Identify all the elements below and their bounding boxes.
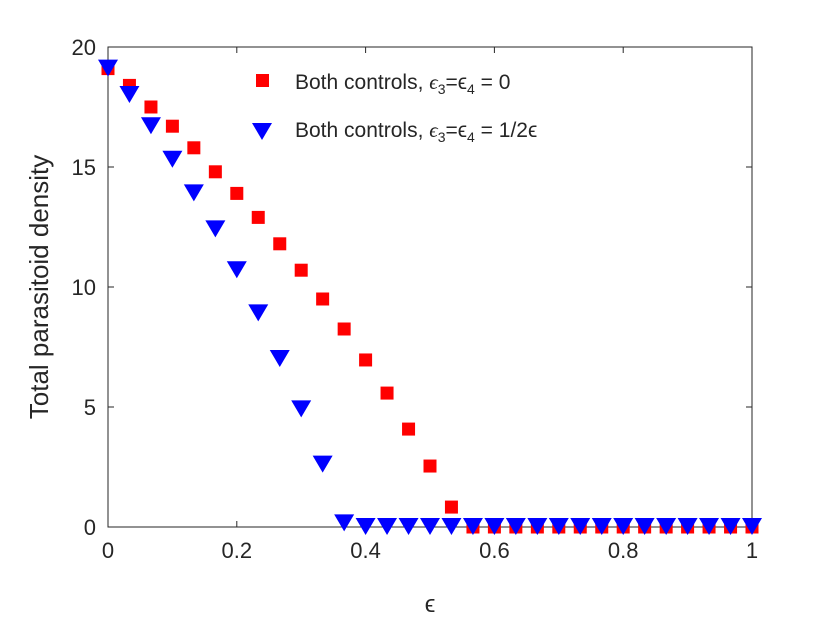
x-tick-label: 0.2 (222, 538, 253, 563)
data-point-triangle (162, 150, 183, 168)
data-point-square (251, 210, 265, 224)
data-point-triangle (377, 518, 398, 535)
data-point-triangle (699, 518, 720, 535)
y-tick-label: 10 (72, 275, 96, 300)
data-point-square (359, 353, 373, 367)
data-point-triangle (398, 518, 419, 535)
data-point-triangle (677, 518, 698, 535)
legend-marker-triangle (252, 123, 272, 140)
data-point-square (294, 263, 308, 277)
data-point-square (187, 141, 201, 155)
data-point-triangle (355, 518, 376, 535)
data-point-triangle (248, 304, 269, 322)
data-point-triangle (420, 518, 440, 535)
data-point-triangle (334, 514, 355, 532)
plot-area (107, 46, 753, 528)
y-tick-label: 15 (72, 155, 96, 180)
x-tick-label: 1 (746, 538, 758, 563)
data-point-triangle (140, 117, 161, 135)
legend-marker-square (256, 74, 269, 87)
data-point-square (444, 500, 458, 514)
data-point-square (230, 186, 244, 200)
data-point-triangle (183, 184, 204, 202)
data-point-triangle (591, 518, 612, 535)
data-point-triangle (441, 518, 462, 535)
data-point-triangle (613, 518, 634, 535)
data-point-triangle (548, 518, 569, 535)
x-axis-label: ϵ (425, 591, 436, 618)
data-point-triangle (226, 261, 247, 279)
data-point-square (337, 322, 351, 336)
data-point-square (380, 386, 394, 400)
data-point-triangle (505, 518, 526, 535)
data-point-triangle (291, 400, 312, 418)
x-tick-label: 0.4 (350, 538, 381, 563)
x-tick-label: 0 (102, 538, 114, 563)
x-tick-label: 0.6 (479, 538, 510, 563)
data-point-triangle (527, 518, 548, 535)
y-tick-label: 0 (84, 515, 96, 540)
data-point-square (273, 237, 287, 251)
data-point-triangle (742, 518, 762, 535)
data-point-triangle (462, 518, 483, 535)
data-point-triangle (634, 518, 655, 535)
data-point-triangle (570, 518, 591, 535)
data-point-triangle (656, 518, 677, 535)
legend-entry-2: Both controls, ϵ3=ϵ4 = 1/2ϵ (295, 118, 537, 145)
data-point-triangle (484, 518, 505, 535)
data-point-triangle (720, 518, 741, 535)
x-tick-label: 0.8 (608, 538, 639, 563)
data-point-square (316, 292, 330, 306)
data-point-square (144, 100, 158, 114)
data-point-square (165, 119, 179, 133)
data-point-triangle (119, 86, 140, 103)
data-point-triangle (205, 220, 226, 238)
data-point-square (402, 422, 416, 436)
y-axis-label: Total parasitoid density (24, 155, 54, 419)
data-point-triangle (98, 59, 118, 77)
legend: Both controls, ϵ3=ϵ4 = 0 Both controls, … (252, 70, 537, 145)
y-tick-label: 5 (84, 395, 96, 420)
data-point-square (208, 165, 222, 179)
data-point-triangle (269, 350, 290, 367)
data-point-triangle (312, 455, 333, 473)
data-point-square (423, 459, 437, 473)
legend-entry-1: Both controls, ϵ3=ϵ4 = 0 (295, 70, 510, 97)
y-tick-label: 20 (72, 35, 96, 60)
